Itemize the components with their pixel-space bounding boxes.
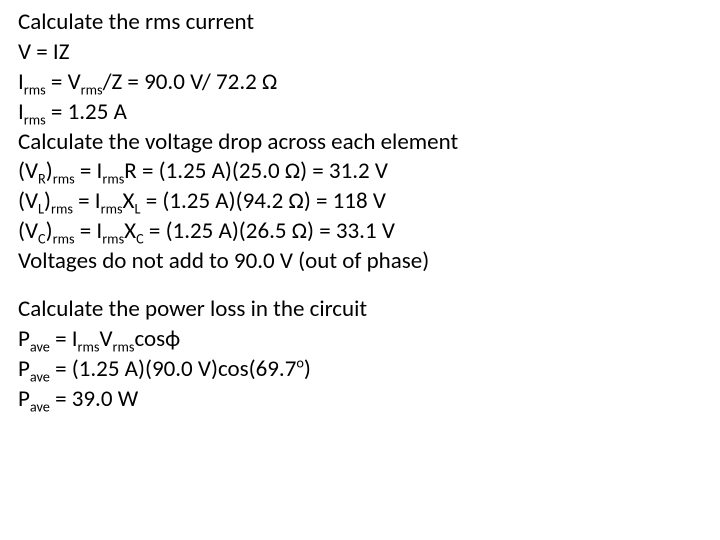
subscript: ave	[30, 367, 50, 385]
subscript: rms	[101, 200, 123, 218]
text-line: Irms = 1.25 A	[18, 98, 702, 128]
superscript: o	[296, 353, 304, 371]
text-line: (VL)rms = IrmsXL = (1.25 A)(94.2 Ω) = 11…	[18, 187, 702, 217]
text: (V	[18, 187, 38, 215]
subscript: ave	[30, 338, 50, 356]
text: = 39.0 W	[50, 385, 138, 413]
text: = I	[50, 325, 78, 353]
text-line: Calculate the rms current	[18, 8, 702, 38]
subscript: rms	[81, 80, 103, 98]
text: = (1.25 A)(94.2 Ω) = 118 V	[141, 187, 386, 215]
text: )	[46, 217, 53, 245]
text: Calculate the voltage drop across each e…	[18, 128, 458, 156]
text: = I	[75, 217, 103, 245]
subscript: rms	[24, 110, 46, 128]
text: = (1.25 A)(26.5 Ω) = 33.1 V	[144, 217, 395, 245]
text: V	[99, 325, 112, 353]
text: /Z = 90.0 V/ 72.2 Ω	[103, 68, 278, 96]
text-line: Calculate the voltage drop across each e…	[18, 128, 702, 158]
text: Calculate the rms current	[18, 8, 254, 36]
text-line: (VC)rms = IrmsXC = (1.25 A)(26.5 Ω) = 33…	[18, 217, 702, 247]
subscript: rms	[51, 200, 73, 218]
text: (V	[18, 157, 38, 185]
text-line: (VR)rms = IrmsR = (1.25 A)(25.0 Ω) = 31.…	[18, 157, 702, 187]
text: cosϕ	[134, 325, 180, 353]
text-line: Pave = IrmsVrmscosϕ	[18, 325, 702, 355]
subscript: rms	[24, 80, 46, 98]
text-line: Irms = Vrms/Z = 90.0 V/ 72.2 Ω	[18, 68, 702, 98]
text-line: V = IZ	[18, 38, 702, 68]
subscript: rms	[113, 338, 135, 356]
text: = (1.25 A)(90.0 V)cos(69.7	[50, 355, 296, 383]
text-line: Calculate the power loss in the circuit	[18, 295, 702, 325]
slide-body: Calculate the rms current V = IZ Irms = …	[0, 0, 720, 423]
text: = I	[75, 157, 103, 185]
text: P	[18, 385, 30, 413]
text: = 1.25 A	[46, 98, 127, 126]
subscript: rms	[78, 338, 100, 356]
text: (V	[18, 217, 38, 245]
text: R = (1.25 A)(25.0 Ω) = 31.2 V	[124, 157, 388, 185]
subscript: rms	[53, 170, 75, 188]
text: V = IZ	[18, 38, 69, 66]
text-line: Pave = (1.25 A)(90.0 V)cos(69.7o)	[18, 355, 702, 385]
text: P	[18, 355, 30, 383]
subscript: R	[38, 170, 46, 188]
text: )	[46, 157, 53, 185]
subscript: C	[136, 230, 144, 248]
text: )	[44, 187, 51, 215]
paragraph-gap	[18, 277, 702, 295]
subscript: rms	[53, 230, 75, 248]
text: Voltages do not add to 90.0 V (out of ph…	[18, 247, 429, 275]
text: = I	[73, 187, 101, 215]
text-line: Voltages do not add to 90.0 V (out of ph…	[18, 247, 702, 277]
text: )	[304, 355, 311, 383]
subscript: C	[38, 230, 46, 248]
subscript: rms	[102, 170, 124, 188]
subscript: ave	[30, 397, 50, 415]
text: X	[123, 187, 135, 215]
text: Calculate the power loss in the circuit	[18, 295, 367, 323]
text: X	[124, 217, 136, 245]
text: = V	[46, 68, 81, 96]
text: P	[18, 325, 30, 353]
text-line: Pave = 39.0 W	[18, 385, 702, 415]
subscript: rms	[102, 230, 124, 248]
